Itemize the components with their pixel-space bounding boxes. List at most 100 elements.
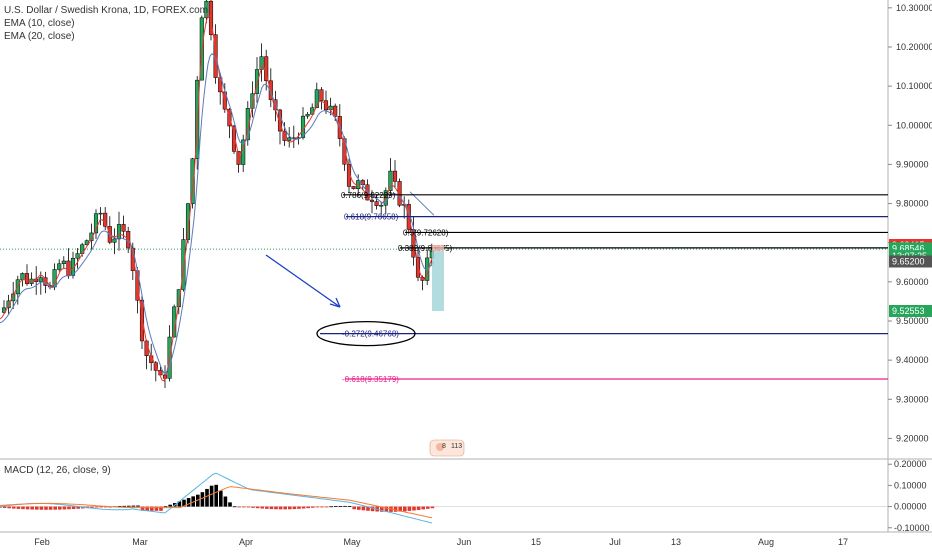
macd-histogram-bar xyxy=(127,505,131,507)
macd-histogram-bar xyxy=(416,506,421,510)
candle-up xyxy=(57,263,62,270)
time-tick-label: Aug xyxy=(758,537,774,547)
candle-down xyxy=(139,299,145,342)
ema20-line-tail xyxy=(409,191,435,216)
price-tick-label: 9.80000 xyxy=(896,199,929,209)
macd-histogram-bar xyxy=(2,506,7,508)
macd-histogram-bar xyxy=(140,506,145,511)
price-label-bg xyxy=(889,255,932,268)
ema20-line xyxy=(0,52,435,374)
macd-signal-line xyxy=(0,486,433,519)
macd-histogram-bar xyxy=(278,506,283,510)
macd-histogram-bar xyxy=(48,506,53,510)
price-tick-label: 10.20000 xyxy=(896,42,932,52)
symbol-title: U.S. Dollar / Swedish Krona, 1D, FOREX.c… xyxy=(4,5,208,16)
candle-up xyxy=(75,253,80,259)
macd-histogram-bar xyxy=(343,505,347,507)
fib-level-label: -0.618(9.35179) xyxy=(342,375,399,384)
candle-up xyxy=(93,213,99,234)
fib-level-label: -0.272(9.46768) xyxy=(342,330,399,339)
time-tick-label: 13 xyxy=(671,537,681,547)
macd-histogram-bar xyxy=(426,506,430,509)
macd-histogram-bar xyxy=(403,506,407,512)
macd-histogram-bar xyxy=(219,490,223,507)
macd-histogram-bar xyxy=(283,506,287,510)
macd-histogram-bar xyxy=(25,506,30,510)
macd-histogram-bar xyxy=(352,506,356,510)
candle-down xyxy=(208,0,214,35)
time-tick-label: Mar xyxy=(132,537,148,547)
macd-histogram-bar xyxy=(94,506,99,508)
candle-down xyxy=(66,260,71,276)
macd-histogram-bar xyxy=(159,506,163,511)
macd-histogram-bar xyxy=(292,506,297,510)
macd-histogram-bar xyxy=(260,506,264,509)
macd-histogram-bar xyxy=(398,506,402,512)
macd-histogram-bar xyxy=(168,504,172,507)
price-tick-label: 9.50000 xyxy=(896,316,929,326)
highlight-ellipse xyxy=(316,320,416,347)
price-tick-label: 9.30000 xyxy=(896,394,929,404)
candle-down xyxy=(319,89,324,101)
macd-histogram-bar xyxy=(334,506,338,507)
macd-tick-label: 0.10000 xyxy=(894,480,927,490)
macd-histogram-bar xyxy=(205,488,209,507)
macd-histogram-bar xyxy=(39,506,44,510)
macd-histogram-bar xyxy=(301,506,306,509)
position-reward-box xyxy=(432,251,444,311)
time-tick-label: May xyxy=(343,537,361,547)
macd-histogram-bar xyxy=(131,505,136,507)
macd-histogram-bar xyxy=(324,506,329,508)
candle-up xyxy=(112,238,117,243)
macd-histogram-bar xyxy=(0,506,2,508)
macd-histogram-bar xyxy=(200,492,205,507)
candle-down xyxy=(365,184,370,201)
candle-up xyxy=(254,69,260,94)
candle-up xyxy=(190,158,195,204)
macd-histogram-bar xyxy=(311,506,315,508)
candle-down xyxy=(369,199,375,202)
macd-tick-label: -0.10000 xyxy=(894,523,930,533)
time-tick-label: Apr xyxy=(239,537,253,547)
chart-legend: U.S. Dollar / Swedish Krona, 1D, FOREX.c… xyxy=(4,4,208,43)
macd-histogram-bar xyxy=(366,506,370,511)
macd-histogram-bar xyxy=(30,506,34,510)
macd-histogram-bar xyxy=(209,485,214,507)
macd-histogram-bar xyxy=(361,506,366,511)
candle-up xyxy=(388,170,393,191)
candle-up xyxy=(305,114,310,117)
macd-histogram-bar xyxy=(228,502,232,507)
macd-histogram-bar xyxy=(274,506,278,510)
candle-up xyxy=(98,212,103,215)
macd-histogram-bar xyxy=(191,496,195,507)
macd-histogram-bar xyxy=(99,506,103,508)
macd-histogram-bar xyxy=(186,498,191,507)
macd-histogram-bar xyxy=(35,506,39,510)
macd-histogram-bar xyxy=(223,496,228,507)
macd-histogram-bar xyxy=(182,499,186,507)
macd-histogram-bar xyxy=(251,506,255,508)
macd-histogram-bar xyxy=(255,506,260,509)
annotation-arrow-head xyxy=(329,297,341,308)
price-label-text: 9.65200 xyxy=(892,256,925,266)
candle-up xyxy=(20,273,25,280)
candle-down xyxy=(392,170,398,182)
candle-up xyxy=(379,204,384,207)
macd-histogram-bar xyxy=(370,506,375,512)
macd-histogram-bar xyxy=(288,506,292,510)
ema10-legend: EMA (10, close) xyxy=(4,18,75,29)
macd-tick-label: 0.20000 xyxy=(894,459,927,469)
price-tick-label: 9.20000 xyxy=(896,433,929,443)
macd-histogram-bar xyxy=(357,506,361,510)
time-tick-label: Jul xyxy=(609,537,621,547)
macd-histogram-bar xyxy=(76,506,80,509)
price-tick-label: 10.10000 xyxy=(896,81,932,91)
macd-histogram-bar xyxy=(237,506,241,508)
time-tick-label: Jun xyxy=(457,537,472,547)
events-count-2: 113 xyxy=(451,443,462,450)
candle-down xyxy=(333,105,338,117)
candle-up xyxy=(204,0,209,19)
macd-histogram-bar xyxy=(177,501,182,507)
candle-down xyxy=(351,186,356,190)
